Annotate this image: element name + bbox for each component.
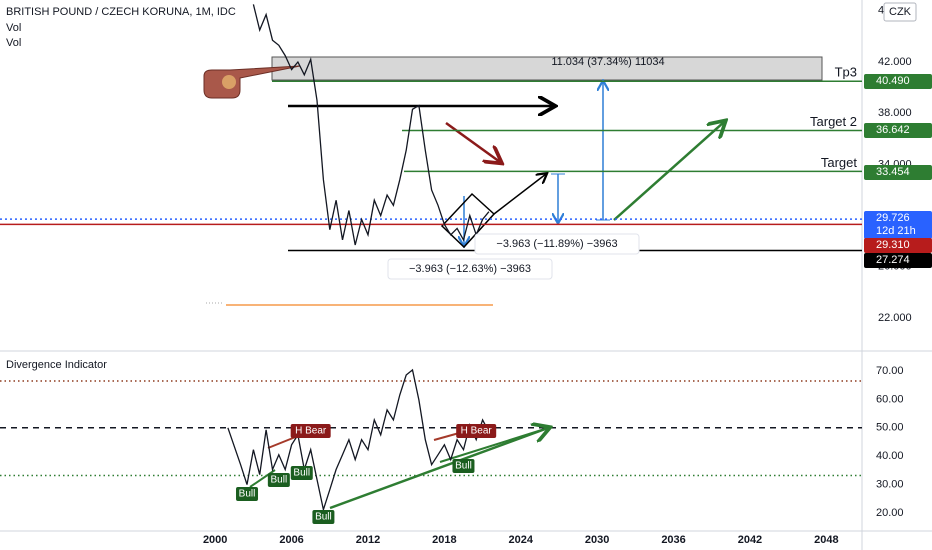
price-label-text: 29.310 [876, 239, 910, 251]
trend-arrow [329, 428, 548, 510]
price-label [864, 211, 932, 239]
price-label [864, 165, 932, 180]
arrow [445, 121, 500, 162]
y-tick-label: 30.00 [876, 478, 904, 490]
measure-label: −3.963 (−11.89%) −3963 [496, 238, 617, 250]
measure-label: 11.034 (37.34%) 11034 [551, 56, 664, 68]
drawings [0, 4, 862, 306]
x-tick-label: 2024 [509, 534, 534, 546]
arrow [493, 174, 546, 215]
signal-tag [290, 424, 331, 438]
signal-tag [312, 510, 335, 524]
indicator-name: Vol [6, 37, 21, 49]
signal-tag [290, 466, 313, 480]
measure-label-bg [474, 233, 640, 255]
price-label-text: 33.454 [876, 166, 910, 178]
signal-tag [236, 487, 259, 501]
price-label [864, 74, 932, 89]
measure-label: −3.963 (−12.63%) −3963 [409, 263, 531, 275]
x-tick-label: 2000 [203, 534, 227, 546]
level-name: Target [821, 155, 858, 170]
divergence [249, 469, 276, 488]
level-name: Tp3 [835, 65, 857, 80]
signal-tag [452, 459, 475, 473]
x-tick-label: 2006 [279, 534, 303, 546]
price-label-text: 27.274 [876, 254, 910, 266]
divergence [439, 427, 549, 463]
x-tick-label: 2048 [814, 534, 838, 546]
signal-label: Bull [271, 475, 288, 486]
price-label [864, 238, 932, 253]
signal-label: H Bear [295, 426, 327, 437]
currency-badge [883, 2, 917, 22]
signal-tag [267, 473, 290, 487]
y-tick-label: 22.000 [878, 312, 912, 324]
y-tick-label: 50.00 [876, 422, 904, 434]
signal-label: Bull [239, 489, 256, 500]
bear-icon [222, 75, 236, 89]
y-tick-label: 40.00 [876, 450, 904, 462]
x-tick-label: 2036 [661, 534, 685, 546]
currency: CZK [889, 6, 912, 18]
price-label-text: 40.490 [876, 75, 910, 87]
price-line [252, 4, 490, 246]
x-tick-label: 2018 [432, 534, 456, 546]
y-tick-label: 60.00 [876, 393, 904, 405]
signal-label: H Bear [461, 426, 493, 437]
signal-label: Bull [315, 512, 332, 523]
signal-label: Bull [293, 468, 310, 479]
x-tick-label: 2030 [585, 534, 609, 546]
signal-label: Bull [455, 461, 472, 472]
y-tick-label: 20.00 [876, 507, 904, 519]
pane-title: Divergence Indicator [6, 359, 107, 371]
measure-label-bg [387, 258, 553, 280]
y-tick-label: 70.00 [876, 365, 904, 377]
y-tick-label: 38.000 [878, 107, 912, 119]
price-label-text: 36.642 [876, 124, 910, 136]
level-name: Target 2 [810, 114, 857, 129]
price-label [864, 253, 932, 268]
price-label-text: 29.726 [876, 212, 910, 224]
price-label [864, 123, 932, 138]
x-tick-label: 2042 [738, 534, 762, 546]
indicator-name: Vol [6, 22, 21, 34]
x-tick-label: 2012 [356, 534, 380, 546]
signal-tag [456, 424, 497, 438]
price-line [227, 368, 490, 513]
countdown: 12d 21h [876, 225, 916, 237]
bear-note [203, 65, 301, 99]
symbol-title: BRITISH POUND / CZECH KORUNA, 1M, IDC [6, 6, 236, 18]
measure-box [271, 56, 823, 81]
y-tick-label: 42.000 [878, 56, 912, 68]
